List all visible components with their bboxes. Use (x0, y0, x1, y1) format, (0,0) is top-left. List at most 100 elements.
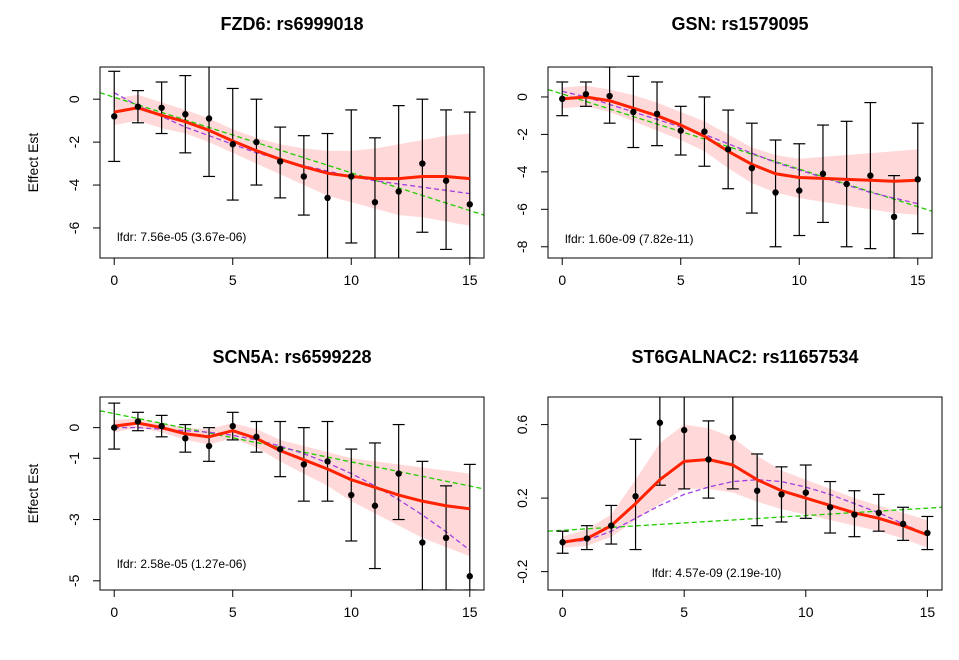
x-tick-label: 0 (110, 604, 118, 620)
panel-st6galnac2: 0 5 10 15 0.6 0.2 -0.2 ST6GALNAC2: rs11657534 lf… (514, 347, 943, 620)
y-tick-label: -8 (514, 240, 530, 253)
y-tick-label: -2 (514, 128, 530, 141)
linear-trend-line (100, 92, 484, 216)
y-tick-label: 0 (66, 424, 82, 432)
data-point (300, 173, 308, 180)
lfdr-annotation: lfdr: 2.58e-05 (1.27e-06) (117, 557, 246, 571)
y-tick-label: -5 (66, 574, 82, 587)
data-point (276, 158, 284, 165)
data-point (442, 177, 450, 184)
data-point (182, 435, 189, 442)
confidence-band (114, 418, 470, 557)
y-tick-label: 0.2 (514, 488, 530, 508)
data-point (229, 141, 236, 148)
data-point (559, 95, 566, 103)
data-point (134, 418, 142, 425)
data-point (583, 535, 591, 542)
data-point (653, 110, 661, 118)
data-point (395, 188, 402, 195)
x-tick-label: 15 (910, 272, 926, 288)
x-tick-label: 15 (462, 604, 478, 620)
data-point (111, 113, 118, 120)
data-point (680, 426, 688, 434)
x-tick-label: 5 (677, 272, 685, 288)
fitted-curve (562, 95, 918, 183)
x-tick-label: 10 (791, 272, 807, 288)
data-point (701, 128, 708, 135)
y-tick-label: -1 (66, 452, 82, 465)
smooth-trend-line (562, 90, 918, 205)
y-axis-label: Effect Est (25, 133, 41, 193)
data-point (867, 172, 874, 179)
data-point (802, 489, 810, 496)
panel-title: GSN: rs1579095 (671, 14, 808, 34)
data-point (851, 511, 858, 518)
data-point (371, 199, 379, 206)
lfdr-annotation: lfdr: 4.57e-09 (2.19e-10) (652, 566, 781, 580)
data-point (158, 104, 165, 111)
data-point (442, 534, 450, 542)
lfdr-annotation: lfdr: 7.56e-05 (3.67e-06) (117, 230, 246, 244)
y-tick-label: -6 (514, 203, 530, 216)
data-point (300, 461, 308, 468)
data-point (608, 522, 615, 529)
data-point (890, 213, 898, 221)
data-point (656, 419, 664, 426)
data-point (371, 502, 379, 509)
data-point (182, 111, 189, 118)
y-tick-label: -6 (66, 222, 82, 235)
panel-gsn: 0 5 10 15 0 -2 -4 -6 -8 GSN: rs1579095 lfdr: 1.60e… (514, 14, 933, 288)
panel-title: FZD6: rs6999018 (220, 14, 363, 34)
data-point (748, 164, 756, 172)
data-point (559, 539, 566, 546)
plot-frame (547, 66, 933, 259)
data-point (253, 433, 260, 441)
plot-frame (547, 396, 943, 591)
plot-frame (99, 66, 485, 259)
y-tick-label: -3 (66, 513, 82, 526)
y-tick-label: 0.6 (514, 415, 530, 435)
data-point (630, 108, 637, 116)
y-tick-label: -4 (66, 179, 82, 192)
x-tick-label: 5 (680, 604, 688, 620)
y-axis-label: Effect Est (25, 464, 41, 524)
data-point (253, 138, 260, 146)
x-tick-label: 10 (343, 272, 359, 288)
data-point (395, 470, 402, 477)
data-point (729, 434, 737, 441)
confidence-band (562, 424, 928, 548)
plot-area (548, 397, 942, 554)
data-point (419, 539, 426, 546)
data-point (348, 173, 355, 180)
x-tick-label: 5 (229, 604, 237, 620)
data-point (582, 90, 590, 98)
data-point (772, 189, 779, 196)
data-point (875, 509, 882, 516)
y-tick-label: -0.2 (514, 559, 530, 583)
data-point (914, 176, 921, 183)
plot-area (100, 67, 484, 258)
data-point (677, 127, 684, 134)
data-point (419, 160, 426, 167)
x-tick-label: 0 (558, 272, 566, 288)
x-tick-label: 0 (110, 272, 118, 288)
smooth-trend-line (562, 479, 928, 543)
data-point (753, 487, 761, 494)
data-point (826, 504, 834, 511)
data-point (606, 92, 613, 100)
plot-area (548, 67, 932, 258)
data-point (158, 422, 165, 430)
data-point (705, 456, 712, 463)
data-point (843, 180, 850, 188)
fitted-curve (562, 457, 928, 544)
plot-frame (99, 396, 485, 591)
data-point (724, 146, 732, 153)
smooth-trend-line (113, 92, 470, 195)
data-point (276, 445, 284, 453)
panel-scn5a: 0 5 10 15 0 -1 -3 -5 SCN5A: rs6599228 Effect Est l… (25, 347, 485, 620)
data-point (466, 573, 473, 580)
y-tick-label: 0 (514, 93, 530, 101)
data-point (466, 201, 473, 208)
fitted-curve (114, 421, 470, 511)
